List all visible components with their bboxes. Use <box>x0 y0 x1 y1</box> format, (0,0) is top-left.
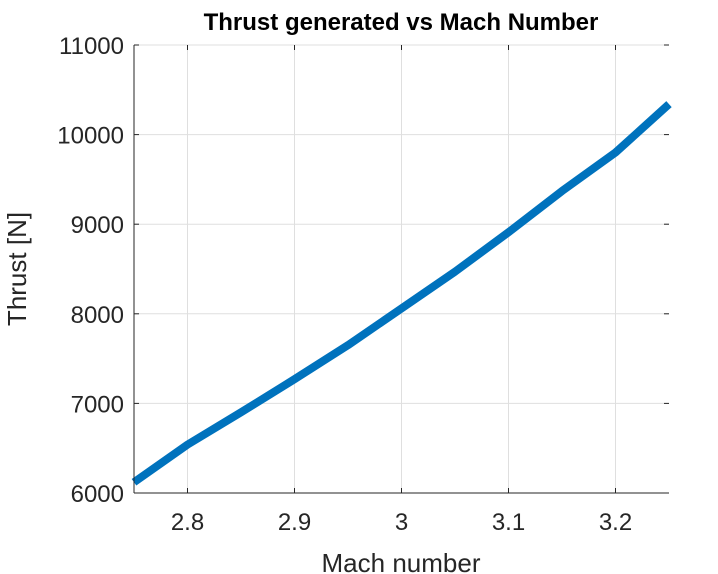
y-tick-label: 10000 <box>57 123 124 150</box>
axes-frame <box>133 44 669 494</box>
y-tick-label: 7000 <box>71 391 124 418</box>
x-tick-label: 3.2 <box>599 509 632 536</box>
y-tick-label: 8000 <box>71 302 124 329</box>
y-axis-label: Thrust [N] <box>2 212 32 326</box>
series-layer <box>131 101 672 486</box>
x-tick-labels: 2.8 2.9 3 3.1 3.2 <box>171 509 632 536</box>
y-tick-label: 6000 <box>71 481 124 508</box>
chart-title: Thrust generated vs Mach Number <box>204 9 599 36</box>
x-tick-label: 2.8 <box>171 509 204 536</box>
x-axis-label: Mach number <box>322 548 481 574</box>
y-tick-label: 9000 <box>71 212 124 239</box>
x-tick-label: 3.1 <box>492 509 525 536</box>
x-tick-label: 3 <box>395 509 408 536</box>
y-tick-label: 11000 <box>59 33 124 60</box>
series-line-0 <box>131 101 672 486</box>
y-tick-labels: 6000 7000 8000 9000 10000 11000 <box>57 33 124 508</box>
x-tick-label: 2.9 <box>278 509 311 536</box>
